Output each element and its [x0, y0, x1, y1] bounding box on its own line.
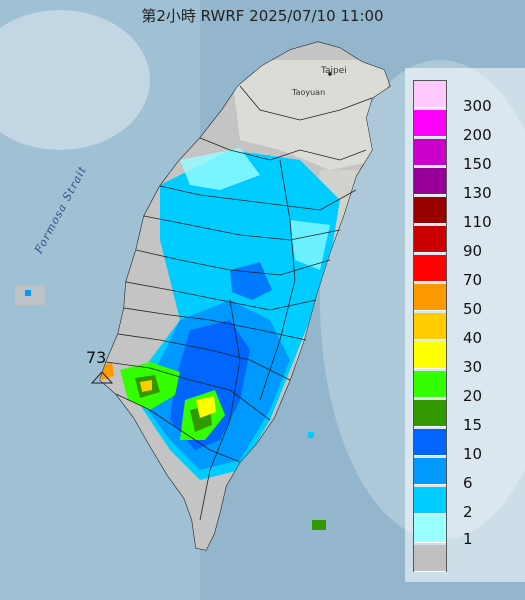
green-island-rain — [312, 520, 326, 530]
legend-label: 20 — [463, 387, 483, 405]
legend-label: 15 — [463, 416, 483, 434]
legend-label: 10 — [463, 445, 483, 463]
legend-label: 90 — [463, 242, 483, 260]
legend-swatch — [414, 226, 446, 253]
legend-label: 6 — [463, 474, 473, 492]
legend-swatch — [414, 516, 446, 543]
legend-color-bar — [413, 80, 447, 572]
rain-class-1-north — [180, 148, 260, 190]
legend-swatch — [414, 284, 446, 311]
legend-swatch — [414, 458, 446, 485]
legend-label: 200 — [463, 126, 492, 144]
legend-swatch — [414, 313, 446, 340]
offshore-rain-cell — [308, 432, 314, 438]
rain-class-1-central — [290, 220, 330, 270]
county-boundaries — [105, 85, 373, 521]
max-marker-icon — [90, 371, 114, 384]
map-title: 第2小時 RWRF 2025/07/10 11:00 — [141, 7, 384, 25]
legend-swatch — [414, 81, 446, 108]
legend-label: 50 — [463, 300, 483, 318]
taipei-marker-icon — [328, 72, 332, 76]
legend-swatch — [414, 371, 446, 398]
legend-label: 130 — [463, 184, 492, 202]
rain-class-40 — [140, 380, 152, 392]
legend-swatch — [414, 168, 446, 195]
legend-swatch — [414, 429, 446, 456]
legend-swatch — [414, 110, 446, 137]
legend-swatch — [414, 139, 446, 166]
legend-label: 110 — [463, 213, 492, 231]
cloud-shade-northwest — [0, 10, 150, 150]
rain-class-30 — [196, 396, 216, 418]
legend-label: 70 — [463, 271, 483, 289]
max-rainfall-label: 73 — [86, 348, 107, 367]
rain-class-10-central — [230, 262, 272, 300]
legend-swatch — [414, 400, 446, 427]
legend-label: 300 — [463, 97, 492, 115]
legend-label: 2 — [463, 503, 473, 521]
terrain-north — [230, 60, 390, 170]
legend-label: 1 — [463, 530, 473, 548]
city-label-taoyuan: Taoyuan — [292, 88, 326, 97]
legend-swatch — [414, 487, 446, 514]
legend-label: 30 — [463, 358, 483, 376]
legend-swatch — [414, 545, 446, 572]
penghu-rain — [25, 290, 31, 296]
legend-swatch — [414, 342, 446, 369]
legend-swatch — [414, 197, 446, 224]
legend-swatch — [414, 255, 446, 282]
legend-label: 150 — [463, 155, 492, 173]
legend-label: 40 — [463, 329, 483, 347]
city-label-taipei: Taipei — [321, 66, 347, 76]
